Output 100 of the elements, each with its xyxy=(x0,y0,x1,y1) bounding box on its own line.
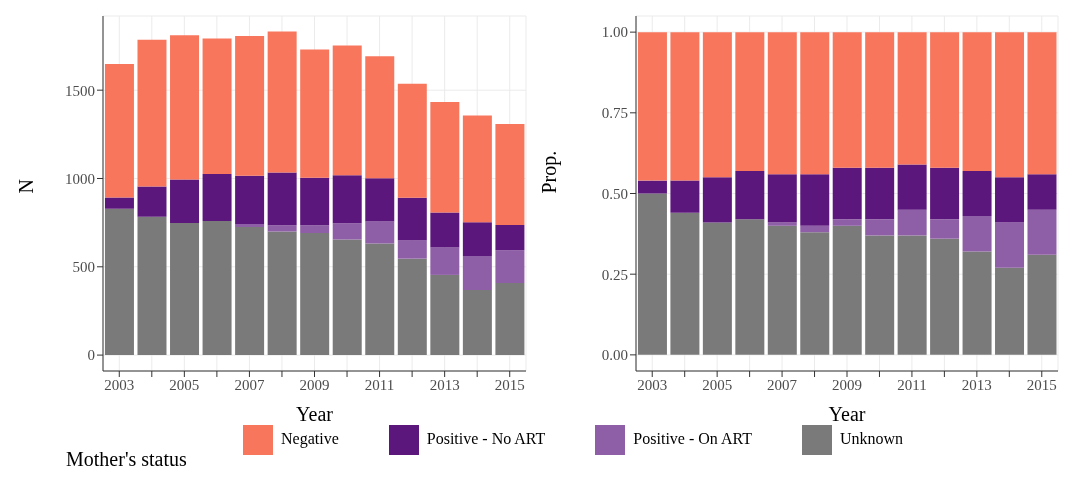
bar xyxy=(104,197,134,209)
bar xyxy=(300,225,330,234)
bar xyxy=(832,225,862,355)
bar xyxy=(670,180,700,213)
x-tick-label: 2005 xyxy=(702,376,733,393)
bar xyxy=(702,177,732,223)
bar xyxy=(104,64,134,198)
bar xyxy=(702,32,732,178)
bar xyxy=(267,231,297,356)
bar xyxy=(300,177,330,226)
bar xyxy=(170,35,200,180)
bar xyxy=(235,227,265,356)
bar xyxy=(397,83,427,198)
bar xyxy=(267,172,297,226)
bar xyxy=(202,173,232,222)
bar xyxy=(897,32,927,165)
bar xyxy=(897,164,927,210)
x-tick-label: 2005 xyxy=(169,376,200,393)
legend-label: Unknown xyxy=(839,429,904,447)
bar xyxy=(800,232,830,355)
bar xyxy=(637,180,667,194)
bar xyxy=(832,219,862,226)
bar xyxy=(637,32,667,181)
bar xyxy=(995,267,1025,355)
bar xyxy=(995,32,1025,178)
bar xyxy=(300,49,330,178)
bar xyxy=(235,224,265,228)
bar xyxy=(462,222,492,257)
bar xyxy=(735,170,765,220)
y-tick-label: 500 xyxy=(72,259,95,276)
y-tick-label: 1000 xyxy=(65,170,95,187)
bar xyxy=(930,219,960,239)
bar xyxy=(332,223,362,240)
y-tick-label: 0 xyxy=(87,347,95,364)
bar xyxy=(332,175,362,224)
bar xyxy=(1027,174,1057,210)
y-axis-title: N xyxy=(15,179,38,194)
bar xyxy=(930,32,960,168)
bar xyxy=(462,290,492,356)
bar xyxy=(962,32,992,171)
bar xyxy=(897,235,927,355)
y-tick-label: 1.00 xyxy=(601,24,628,41)
bar xyxy=(397,258,427,356)
x-axis-title: Year xyxy=(296,403,334,425)
bar xyxy=(332,239,362,356)
legend-label: Negative xyxy=(281,429,339,447)
bar xyxy=(202,38,232,174)
bar xyxy=(235,35,265,176)
bar xyxy=(267,225,297,232)
bar xyxy=(365,221,395,244)
x-tick-label: 2003 xyxy=(104,376,135,393)
legend-title: Mother's status xyxy=(66,448,187,471)
legend-label: Positive - On ART xyxy=(633,429,752,447)
bar xyxy=(430,247,460,275)
bar xyxy=(995,177,1025,223)
bar xyxy=(430,102,460,213)
y-tick-label: 0.00 xyxy=(601,347,628,364)
bar xyxy=(170,223,200,356)
bar xyxy=(462,256,492,291)
x-tick-label: 2007 xyxy=(234,376,265,393)
bar xyxy=(800,32,830,175)
bar xyxy=(170,179,200,223)
bar xyxy=(104,208,134,356)
y-tick-label: 0.50 xyxy=(601,185,628,202)
x-tick-label: 2011 xyxy=(897,376,927,393)
bar xyxy=(702,222,732,355)
bar xyxy=(637,193,667,355)
bar xyxy=(670,212,700,355)
bar xyxy=(137,186,167,217)
bar xyxy=(962,216,992,252)
bar xyxy=(832,32,862,168)
bar xyxy=(767,225,797,355)
bar xyxy=(332,45,362,176)
bar xyxy=(735,219,765,355)
bar xyxy=(962,170,992,217)
bar xyxy=(430,274,460,356)
x-tick-label: 2003 xyxy=(637,376,668,393)
bar xyxy=(897,209,927,236)
x-tick-label: 2009 xyxy=(299,376,330,393)
bar xyxy=(962,251,992,355)
bar xyxy=(670,32,700,181)
bar xyxy=(800,225,830,233)
bar xyxy=(930,238,960,355)
x-tick-label: 2013 xyxy=(429,376,460,393)
bar xyxy=(495,283,525,356)
bar xyxy=(430,212,460,248)
bar xyxy=(865,167,895,220)
bar xyxy=(800,174,830,226)
bar xyxy=(930,167,960,220)
x-tick-label: 2013 xyxy=(961,376,992,393)
bar xyxy=(267,31,297,173)
bar xyxy=(137,216,167,356)
bar xyxy=(832,167,862,220)
bar xyxy=(137,39,167,187)
x-tick-label: 2011 xyxy=(364,376,395,393)
bar xyxy=(865,32,895,168)
bar xyxy=(495,123,525,226)
bar xyxy=(462,115,492,223)
y-tick-label: 0.25 xyxy=(601,266,628,283)
bar xyxy=(767,32,797,175)
